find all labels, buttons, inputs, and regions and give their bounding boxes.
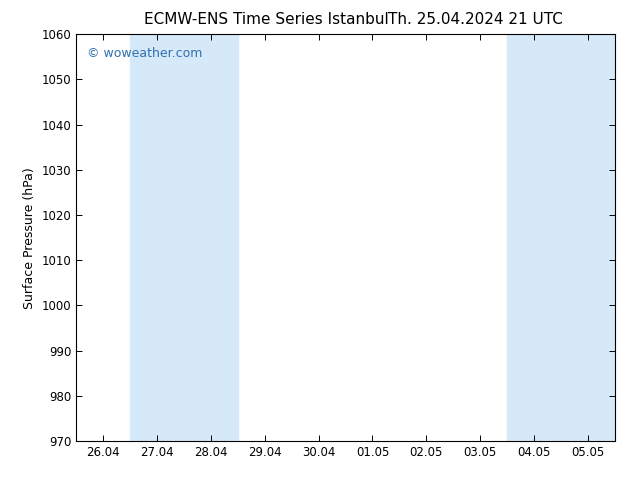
Bar	[507, 34, 561, 441]
Bar	[184, 34, 238, 441]
Text: Th. 25.04.2024 21 UTC: Th. 25.04.2024 21 UTC	[388, 12, 563, 27]
Y-axis label: Surface Pressure (hPa): Surface Pressure (hPa)	[23, 167, 36, 309]
Bar	[561, 34, 615, 441]
Bar	[130, 34, 184, 441]
Text: ECMW-ENS Time Series Istanbul: ECMW-ENS Time Series Istanbul	[144, 12, 389, 27]
Text: © woweather.com: © woweather.com	[87, 47, 202, 59]
